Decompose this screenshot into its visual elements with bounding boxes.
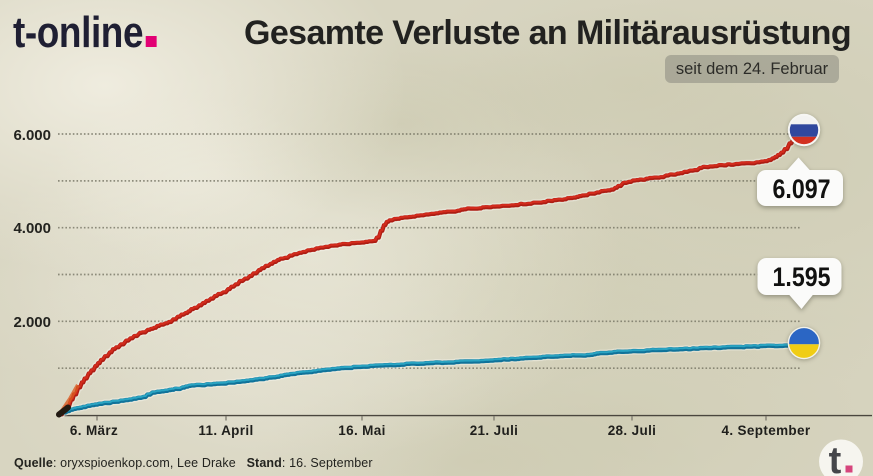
svg-text:4. September: 4. September	[722, 423, 811, 438]
svg-text:6.000: 6.000	[13, 127, 51, 144]
svg-text:6. März: 6. März	[70, 423, 118, 438]
svg-text:21. Juli: 21. Juli	[470, 423, 519, 438]
svg-text:t: t	[829, 440, 842, 476]
svg-text:28. Juli: 28. Juli	[608, 423, 657, 438]
svg-text:2.000: 2.000	[13, 314, 51, 331]
svg-text:4.000: 4.000	[13, 220, 51, 237]
svg-text:16. Mai: 16. Mai	[338, 423, 385, 438]
svg-text:11. April: 11. April	[198, 423, 253, 438]
svg-text:1.595: 1.595	[773, 262, 831, 292]
svg-text:6.097: 6.097	[773, 174, 831, 204]
